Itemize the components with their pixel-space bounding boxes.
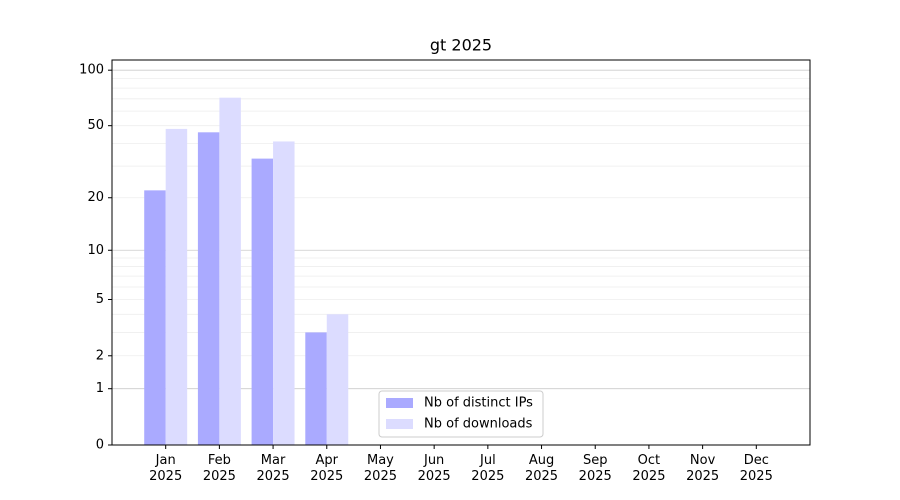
x-tick-label: Feb 2025	[202, 453, 236, 484]
x-tick-label: Nov 2025	[686, 453, 720, 484]
x-tick-label: Apr 2025	[310, 453, 344, 484]
legend-box	[378, 390, 544, 438]
legend: Nb of distinct IPs Nb of downloads	[378, 390, 544, 438]
x-tick-label: Jun 2025	[417, 453, 451, 484]
x-tick-label: May 2025	[363, 453, 397, 484]
legend-label: Nb of distinct IPs	[424, 396, 533, 411]
bar	[251, 158, 274, 445]
y-tick-label: 10	[87, 243, 104, 258]
x-tick-label: Dec 2025	[739, 453, 773, 484]
y-tick-label: 50	[87, 118, 104, 133]
bar	[273, 141, 295, 446]
y-tick-label: 2	[96, 348, 104, 363]
y-tick-label: 1	[96, 381, 104, 396]
legend-swatch	[386, 398, 413, 408]
x-tick-label: Jul 2025	[471, 453, 505, 484]
bar	[305, 332, 327, 445]
bar	[197, 132, 220, 446]
y-tick-label: 0	[96, 438, 104, 453]
chart-title: gt 2025	[430, 36, 492, 55]
x-tick-label: Aug 2025	[524, 453, 559, 484]
y-tick-label: 5	[96, 292, 104, 307]
legend-label: Nb of downloads	[424, 417, 533, 432]
x-tick-label: Mar 2025	[256, 453, 290, 484]
x-tick-label: Jan 2025	[149, 453, 183, 484]
y-tick-label: 100	[79, 63, 104, 78]
y-tick-label: 20	[87, 190, 104, 205]
bar	[219, 97, 241, 445]
bar	[144, 190, 166, 445]
x-tick-label: Oct 2025	[632, 453, 666, 484]
bar	[165, 128, 188, 446]
x-tick-label: Sep 2025	[578, 453, 612, 484]
bar	[326, 314, 349, 445]
plot-frame	[111, 59, 811, 446]
legend-swatch	[386, 419, 413, 429]
